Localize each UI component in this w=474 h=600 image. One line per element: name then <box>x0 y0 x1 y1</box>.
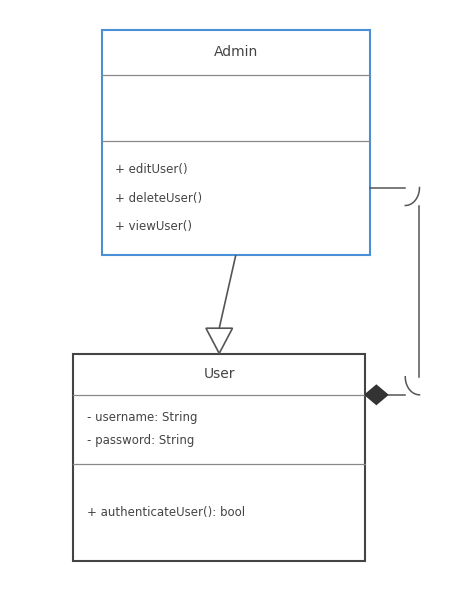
Text: + viewUser(): + viewUser() <box>115 220 192 233</box>
Bar <box>102 30 370 255</box>
Text: - password: String: - password: String <box>87 434 194 448</box>
Text: + deleteUser(): + deleteUser() <box>115 191 202 205</box>
Text: + editUser(): + editUser() <box>115 163 188 176</box>
Text: Admin: Admin <box>214 46 258 59</box>
Text: User: User <box>203 367 235 382</box>
Bar <box>73 354 365 561</box>
Polygon shape <box>365 385 388 404</box>
Text: + authenticateUser(): bool: + authenticateUser(): bool <box>87 506 245 519</box>
Text: - username: String: - username: String <box>87 412 197 424</box>
Polygon shape <box>206 328 232 353</box>
